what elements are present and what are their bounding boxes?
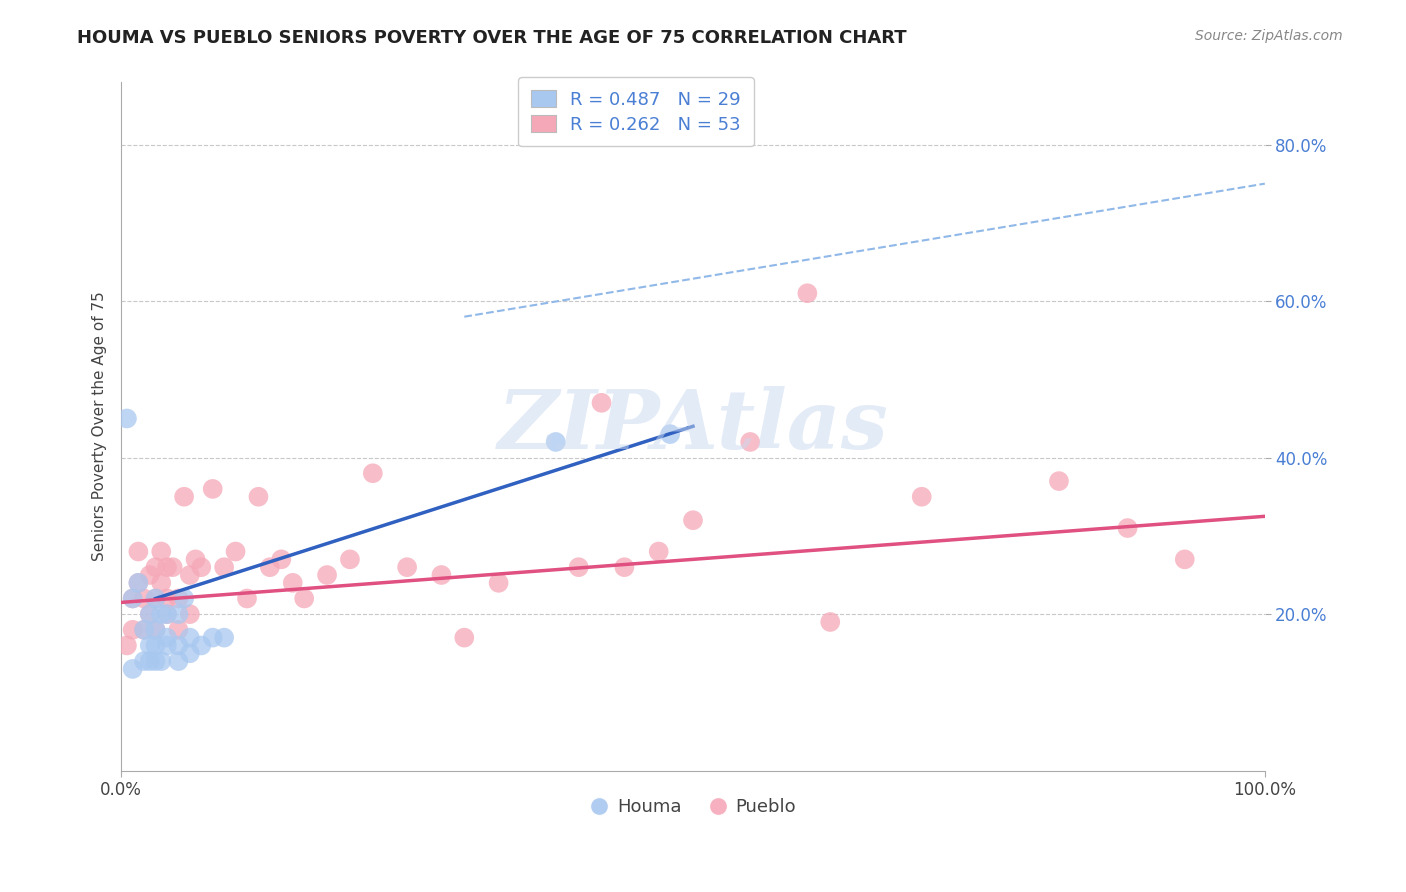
Point (647, 544, 669, 558)
Point (659, 427, 682, 442)
Point (145, 623, 167, 637)
Point (121, 591, 143, 606)
Point (911, 490, 934, 504)
Point (179, 607, 201, 622)
Point (190, 560, 212, 574)
Point (201, 482, 224, 496)
Point (1174, 552, 1197, 566)
Point (145, 591, 167, 606)
Point (121, 623, 143, 637)
Text: HOUMA VS PUEBLO SENIORS POVERTY OVER THE AGE OF 75 CORRELATION CHART: HOUMA VS PUEBLO SENIORS POVERTY OVER THE… (77, 29, 907, 46)
Point (115, 411, 138, 425)
Legend: Houma, Pueblo: Houma, Pueblo (582, 791, 803, 823)
Point (139, 607, 162, 622)
Text: ZIPAtlas: ZIPAtlas (498, 386, 889, 467)
Point (156, 607, 179, 622)
Point (121, 662, 143, 676)
Point (270, 552, 292, 566)
Point (145, 654, 167, 668)
Point (132, 654, 155, 668)
Point (145, 623, 167, 637)
Point (127, 544, 149, 558)
Text: Source: ZipAtlas.com: Source: ZipAtlas.com (1195, 29, 1343, 43)
Point (167, 654, 190, 668)
Point (156, 639, 179, 653)
Point (156, 591, 179, 606)
Point (132, 623, 155, 637)
Point (156, 560, 179, 574)
Point (173, 490, 195, 504)
Point (1116, 521, 1139, 535)
Point (115, 639, 138, 653)
Point (150, 575, 173, 590)
Point (453, 631, 475, 645)
Point (179, 568, 201, 582)
Point (132, 591, 155, 606)
Point (247, 490, 270, 504)
Point (190, 639, 212, 653)
Point (591, 396, 613, 410)
Point (162, 560, 184, 574)
Point (820, 615, 842, 629)
Point (167, 623, 190, 637)
Point (259, 560, 281, 574)
Point (150, 544, 173, 558)
Point (339, 552, 361, 566)
Point (167, 591, 190, 606)
Point (488, 575, 510, 590)
Point (127, 575, 149, 590)
Point (544, 434, 567, 449)
Point (184, 552, 207, 566)
Point (145, 560, 167, 574)
Point (156, 607, 179, 622)
Y-axis label: Seniors Poverty Over the Age of 75: Seniors Poverty Over the Age of 75 (93, 292, 107, 561)
Point (173, 591, 195, 606)
Point (139, 568, 162, 582)
Point (139, 607, 162, 622)
Point (236, 591, 259, 606)
Point (132, 623, 155, 637)
Point (156, 631, 179, 645)
Point (292, 591, 315, 606)
Point (121, 591, 143, 606)
Point (361, 467, 384, 481)
Point (179, 646, 201, 660)
Point (740, 434, 762, 449)
Point (796, 286, 818, 301)
Point (139, 654, 162, 668)
Point (396, 560, 419, 574)
Point (212, 631, 235, 645)
Point (167, 607, 190, 622)
Point (179, 631, 201, 645)
Point (568, 560, 591, 574)
Point (212, 560, 235, 574)
Point (127, 575, 149, 590)
Point (201, 631, 224, 645)
Point (150, 654, 173, 668)
Point (682, 513, 704, 527)
Point (145, 591, 167, 606)
Point (139, 639, 162, 653)
Point (1047, 474, 1070, 488)
Point (145, 639, 167, 653)
Point (613, 560, 636, 574)
Point (167, 639, 190, 653)
Point (430, 568, 453, 582)
Point (281, 575, 304, 590)
Point (225, 544, 247, 558)
Point (150, 607, 173, 622)
Point (316, 568, 339, 582)
